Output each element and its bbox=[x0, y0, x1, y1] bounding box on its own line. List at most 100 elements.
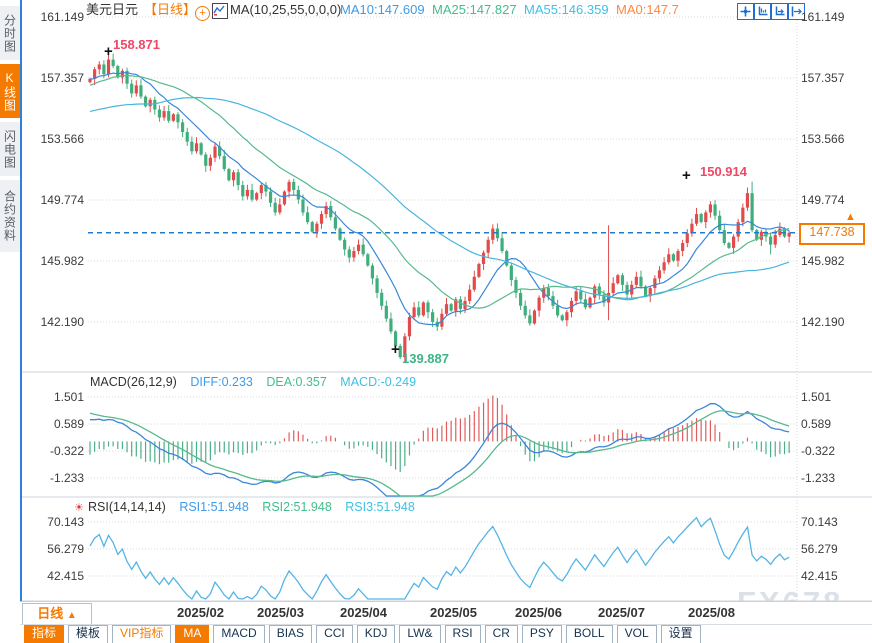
price-axis-label: 142.190 bbox=[801, 315, 845, 329]
price-axis-label: 149.774 bbox=[40, 193, 84, 207]
macd-axis-label: 1.501 bbox=[53, 390, 84, 404]
axis-zoom-icon[interactable] bbox=[754, 3, 771, 20]
recent-high-marker-cross: + bbox=[682, 167, 691, 184]
macd-panel-header: MACD(26,12,9) DIFF:0.233 DEA:0.357 MACD:… bbox=[90, 375, 426, 389]
rsi-axis-label: 42.415 bbox=[801, 569, 838, 583]
up-arrow-icon: ▲ bbox=[845, 211, 856, 223]
tab-indicators[interactable]: 指标 bbox=[24, 625, 65, 643]
indicator-tab-bar: 指标 模板 VIP指标 MA MACD BIAS CCI KDJ LW& RSI… bbox=[20, 624, 872, 643]
ma55-line bbox=[89, 96, 790, 300]
x-tick-label: 2025/05 bbox=[430, 605, 477, 620]
period-selector[interactable]: 日线 ▲ bbox=[22, 603, 92, 625]
price-axis-label: 145.982 bbox=[801, 254, 845, 268]
recent-high-annotation: 150.914 bbox=[700, 164, 747, 179]
tab-templates[interactable]: 模板 bbox=[68, 625, 109, 643]
shift-right-icon[interactable] bbox=[788, 3, 805, 20]
macd-diff-value: DIFF:0.233 bbox=[190, 375, 253, 389]
ma0-value: MA0:147.7 bbox=[616, 2, 679, 17]
tab-cci[interactable]: CCI bbox=[316, 625, 353, 643]
rsi-panel-header: RSI(14,14,14) RSI1:51.948 RSI2:51.948 RS… bbox=[88, 500, 425, 514]
tab-kdj[interactable]: KDJ bbox=[356, 625, 396, 643]
ma-formula: MA(10,25,55,0,0,0) bbox=[230, 2, 342, 17]
rsi-line bbox=[89, 516, 790, 601]
macd-axis-label: -1.233 bbox=[801, 471, 836, 485]
macd-dea-value: DEA:0.357 bbox=[266, 375, 327, 389]
price-axis-label: 149.774 bbox=[801, 193, 845, 207]
macd-title: MACD(26,12,9) bbox=[90, 375, 177, 389]
macd-axis-label: -0.322 bbox=[801, 444, 836, 458]
rsi1-value: RSI1:51.948 bbox=[179, 500, 249, 514]
macd-axis-label: -0.322 bbox=[49, 444, 84, 458]
ma25-value: MA25:147.827 bbox=[432, 2, 517, 17]
macd-axis-label: 0.589 bbox=[801, 417, 832, 431]
crosshair-icon[interactable] bbox=[737, 3, 754, 20]
rsi3-value: RSI3:51.948 bbox=[345, 500, 415, 514]
axis-pan-icon[interactable] bbox=[771, 3, 788, 20]
tab-macd[interactable]: MACD bbox=[213, 625, 265, 643]
period-label: 日线 bbox=[37, 606, 64, 621]
price-axis-label: 157.357 bbox=[40, 71, 84, 85]
x-tick-label: 2025/04 bbox=[340, 605, 387, 620]
rsi-axis-label: 42.415 bbox=[47, 569, 84, 583]
tab-vol[interactable]: VOL bbox=[616, 625, 657, 643]
macd-axis-label: -1.233 bbox=[49, 471, 84, 485]
rsi2-value: RSI2:51.948 bbox=[262, 500, 332, 514]
tab-lw[interactable]: LW& bbox=[399, 625, 441, 643]
sidebar: 分时图 K线图 闪电图 合约资料 bbox=[0, 0, 20, 600]
high-annotation: 158.871 bbox=[113, 37, 160, 52]
tab-psy[interactable]: PSY bbox=[521, 625, 562, 643]
x-tick-label: 2025/08 bbox=[688, 605, 735, 620]
x-tick-label: 2025/07 bbox=[598, 605, 645, 620]
tab-rsi[interactable]: RSI bbox=[444, 625, 481, 643]
macd-axis-label: 0.589 bbox=[53, 417, 84, 431]
sidebar-item-timeline[interactable]: 分时图 bbox=[0, 6, 20, 60]
plus-circle-icon[interactable]: + bbox=[195, 3, 210, 21]
sidebar-divider bbox=[20, 0, 22, 624]
ma10-value: MA10:147.609 bbox=[340, 2, 425, 17]
candlestick-series bbox=[88, 53, 791, 363]
price-axis-label: 157.357 bbox=[801, 71, 845, 85]
sidebar-item-kline[interactable]: K线图 bbox=[0, 64, 20, 118]
rsi-axis-label: 56.279 bbox=[47, 542, 84, 556]
price-axis-label: 161.149 bbox=[40, 10, 84, 24]
macd-dea-line bbox=[89, 410, 790, 497]
x-axis-row: 日线 ▲ 2025/02 2025/03 2025/04 2025/05 202… bbox=[20, 601, 872, 625]
sidebar-item-contract-info[interactable]: 合约资料 bbox=[0, 180, 20, 252]
tab-settings[interactable]: 设置 bbox=[660, 625, 701, 643]
rsi-axis-label: 70.143 bbox=[47, 515, 84, 529]
mini-chart-icon bbox=[212, 3, 228, 19]
rsi-title: RSI(14,14,14) bbox=[88, 500, 166, 514]
indicator-sun-icon[interactable]: ☀ bbox=[74, 502, 84, 514]
low-marker-cross: + bbox=[391, 341, 400, 358]
last-price-tag: 147.738 bbox=[799, 223, 865, 245]
price-axis-label: 145.982 bbox=[40, 254, 84, 268]
rsi-axis-label: 70.143 bbox=[801, 515, 838, 529]
ma10-line bbox=[89, 71, 790, 326]
price-axis-label: 161.149 bbox=[801, 10, 845, 24]
x-tick-label: 2025/03 bbox=[257, 605, 304, 620]
macd-macd-value: MACD:-0.249 bbox=[340, 375, 417, 389]
low-annotation: 139.887 bbox=[402, 351, 449, 366]
tab-ma[interactable]: MA bbox=[175, 625, 210, 643]
price-axis-label: 142.190 bbox=[40, 315, 84, 329]
x-tick-label: 2025/02 bbox=[177, 605, 224, 620]
macd-histogram bbox=[89, 395, 790, 473]
macd-axis-label: 1.501 bbox=[801, 390, 832, 404]
symbol-title: 美元日元 bbox=[86, 2, 139, 17]
tab-vip-indicators[interactable]: VIP指标 bbox=[112, 625, 172, 643]
x-tick-label: 2025/06 bbox=[515, 605, 562, 620]
sidebar-item-flash[interactable]: 闪电图 bbox=[0, 122, 20, 176]
tab-cr[interactable]: CR bbox=[484, 625, 518, 643]
high-marker-cross: + bbox=[104, 43, 113, 60]
period-arrow-icon: ▲ bbox=[66, 610, 77, 621]
period-tag: 【日线】 bbox=[144, 2, 197, 17]
price-axis-label: 153.566 bbox=[40, 132, 84, 146]
rsi-axis-label: 56.279 bbox=[801, 542, 838, 556]
tab-bias[interactable]: BIAS bbox=[268, 625, 313, 643]
tab-boll[interactable]: BOLL bbox=[565, 625, 613, 643]
ma55-value: MA55:146.359 bbox=[524, 2, 609, 17]
ma25-line bbox=[89, 74, 790, 309]
price-axis-label: 153.566 bbox=[801, 132, 845, 146]
